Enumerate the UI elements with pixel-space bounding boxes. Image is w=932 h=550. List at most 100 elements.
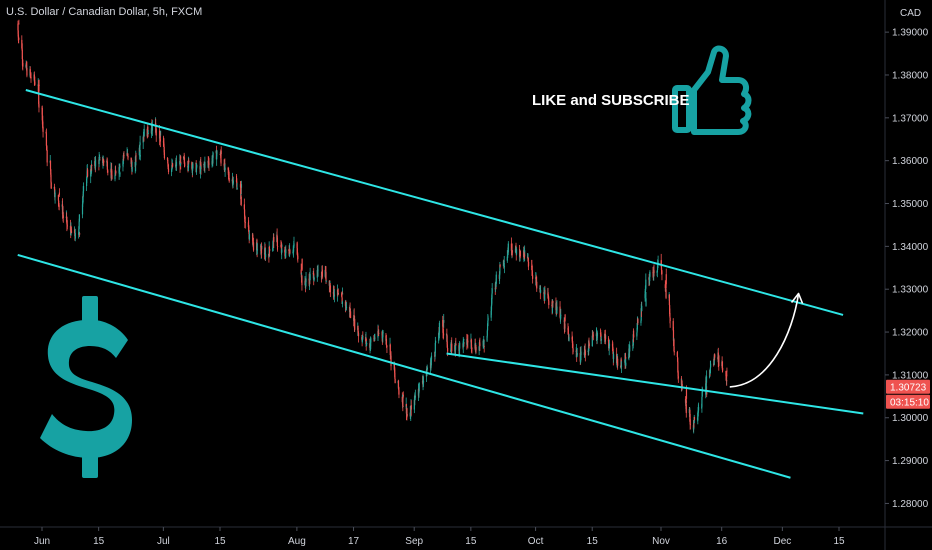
candle-body [115,171,117,174]
candle-body [321,271,323,277]
candle-body [341,293,343,296]
candle-body [272,247,274,251]
countdown-label: 03:15:10 [890,397,929,408]
channel-top-line [25,89,844,316]
like-subscribe-text: LIKE and SUBSCRIBE [532,92,690,109]
candle-body [325,272,327,282]
candle-body [34,81,36,85]
candle-body [390,355,392,367]
candle-body [248,234,251,240]
candle-body [240,196,242,205]
candle-body [467,341,469,343]
candle-body [22,62,24,67]
candle-body [123,155,125,157]
candle-body [374,337,376,339]
candle-body [503,260,505,262]
candle-body [426,367,428,370]
candle-body [385,339,388,346]
candle-body [78,221,80,230]
candle-body [536,281,538,289]
candle-body [378,332,380,334]
candle-body [232,180,234,184]
chart-title: U.S. Dollar / Canadian Dollar, 5h, FXCM [6,6,203,18]
candle-body [527,258,529,262]
candle-body [349,311,352,319]
candle-body [539,289,542,293]
candle-body [685,387,688,399]
candle-body [98,158,100,165]
candle-body [389,344,391,356]
candle-body [567,333,570,335]
candle-body [548,300,550,305]
candle-body [49,160,52,170]
y-tick-label: 1.29000 [892,456,929,467]
currency-label: CAD [900,8,921,19]
candle-body [426,369,428,371]
x-tick-label: 15 [214,536,226,547]
candle-body [576,352,578,356]
candle-body [726,380,728,382]
candle-body [709,363,712,368]
candle-body [706,390,708,395]
candle-body [499,273,501,279]
x-tick-label: 15 [93,536,105,547]
candle-body [212,152,214,158]
candle-body [591,335,593,347]
candle-body [657,265,659,270]
time-axis[interactable]: Jun 15 Jul 15 Aug 17 Sep 15 Oct 15 Nov 16 Dec 15 [34,527,845,547]
candle-body [127,153,129,157]
candle-body [722,367,724,371]
candle-body [592,335,594,337]
candle-body [54,192,56,198]
candle-body [50,174,52,183]
candle-body [179,157,182,159]
x-tick-label: Oct [528,536,544,547]
candle-body [499,264,501,274]
candle-body [487,317,489,321]
candle-body [515,249,518,255]
x-tick-label: Jul [157,536,170,547]
candle-body [240,184,243,188]
candle-body [345,306,348,308]
candle-body [491,288,493,294]
y-tick-label: 1.32000 [892,328,929,339]
candle-body [102,162,104,164]
candle-body [556,306,558,311]
candle-body [227,167,229,170]
y-tick-label: 1.39000 [892,28,929,39]
candle-body [362,337,364,339]
candle-body [224,167,226,171]
candle-body [604,336,606,341]
candle-body [483,340,485,342]
candle-body [624,356,627,359]
candle-body [38,104,40,108]
candle-body [139,142,141,146]
x-tick-label: Aug [288,536,306,547]
candle-body [269,249,271,251]
candle-body [370,338,372,343]
candle-body [30,76,32,79]
candle-body [693,417,696,420]
candle-body [220,150,222,155]
price-axis[interactable]: CAD 1.28000 1.29000 1.30000 1.31000 1.32000 1.… [885,8,930,510]
candle-body [544,294,546,301]
candle-body [18,37,20,40]
candle-body [301,259,303,270]
x-tick-label: Jun [34,536,50,547]
candle-body [726,370,728,372]
candle-body [624,356,626,366]
candle-body [394,372,396,379]
candle-body [99,159,101,161]
candle-body [118,167,120,174]
candle-body [188,160,190,163]
candle-body [195,167,198,172]
y-tick-label: 1.36000 [892,156,929,167]
candle-body [79,233,81,235]
candle-body [572,348,574,352]
candle-body [354,318,356,330]
candle-body [486,330,488,336]
candle-body [397,380,400,388]
candle-body [447,348,449,352]
x-tick-label: 15 [833,536,845,547]
candle-body [58,200,60,206]
